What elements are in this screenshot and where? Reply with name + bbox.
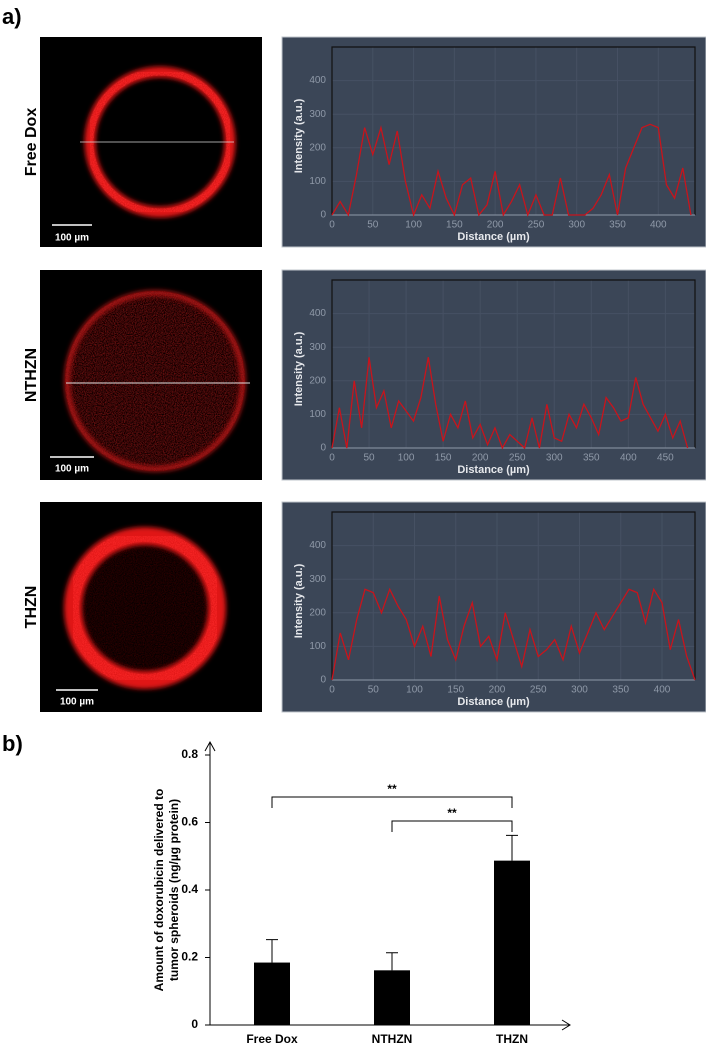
- y-tick-label: 400: [309, 308, 326, 319]
- y-tick-label: 0: [191, 1017, 198, 1031]
- x-tick-label: 100: [398, 453, 415, 464]
- x-tick-label: 200: [487, 220, 504, 231]
- x-tick-label: 150: [447, 685, 464, 696]
- x-tick-label: 50: [367, 220, 379, 231]
- x-tick-label: 350: [609, 220, 626, 231]
- y-tick-label: 200: [309, 607, 326, 618]
- plot-frame: [331, 46, 696, 215]
- y-tick-label: 400: [309, 540, 326, 551]
- significance-label: **: [387, 782, 397, 796]
- y-tick-label: 0.6: [181, 815, 198, 829]
- x-tick-label: 100: [405, 220, 422, 231]
- y-axis-arrow: [204, 740, 216, 752]
- x-tick-label: 350: [583, 453, 600, 464]
- x-tick-label: 250: [509, 453, 526, 464]
- error-bar: [266, 939, 278, 963]
- plot-panel: [281, 501, 706, 713]
- y-axis-title: Intensity (a.u.): [293, 331, 305, 406]
- y-tick-label: 0.2: [181, 950, 198, 964]
- x-tick-label: 200: [489, 685, 506, 696]
- x-tick-label: THZN: [496, 1032, 528, 1046]
- x-tick-label: 400: [620, 453, 637, 464]
- scale-bar-label: 100 µm: [60, 697, 94, 708]
- y-tick-label: 400: [309, 75, 326, 86]
- bar: [494, 860, 530, 1025]
- y-tick-label: 0: [320, 443, 326, 454]
- x-tick-label: 250: [528, 220, 545, 231]
- x-tick-label: 150: [446, 220, 463, 231]
- bar: [374, 970, 410, 1025]
- x-axis-title: Distance (µm): [457, 696, 530, 708]
- x-tick-label: 350: [612, 685, 629, 696]
- intensity-line: [331, 123, 692, 218]
- y-tick-label: 100: [309, 409, 326, 420]
- row-label: Free Dox: [23, 108, 40, 177]
- significance-label: **: [447, 806, 457, 820]
- micrograph: [40, 37, 262, 247]
- micrograph: [40, 502, 262, 712]
- x-axis-title: Distance (µm): [457, 231, 530, 243]
- x-tick-label: 50: [363, 453, 375, 464]
- significance-bracket: [391, 820, 513, 832]
- x-tick-label: 300: [568, 220, 585, 231]
- bar: [254, 962, 290, 1025]
- y-tick-label: 300: [309, 109, 326, 120]
- y-tick-label: 0.8: [181, 747, 198, 761]
- y-tick-label: 100: [309, 176, 326, 187]
- y-tick-label: 0: [320, 675, 326, 686]
- error-bar: [506, 834, 518, 861]
- x-axis-title: Distance (µm): [457, 464, 530, 476]
- intensity-line: [331, 357, 689, 450]
- x-tick-label: NTHZN: [372, 1032, 413, 1046]
- panel-label: b): [2, 731, 23, 756]
- error-bar: [386, 952, 398, 971]
- intensity-line: [331, 587, 696, 681]
- plot-panel: [281, 36, 706, 248]
- y-tick-label: 200: [309, 375, 326, 386]
- x-tick-label: 300: [571, 685, 588, 696]
- y-axis-title: Intensity (a.u.): [293, 98, 305, 173]
- scale-bar-label: 100 µm: [55, 464, 89, 475]
- row-label: THZN: [23, 586, 40, 629]
- y-axis-title: Amount of doxorubicin delivered to: [152, 789, 166, 992]
- y-tick-label: 300: [309, 574, 326, 585]
- panel-label: a): [2, 4, 22, 29]
- x-tick-label: 50: [368, 685, 380, 696]
- plot-panel: [281, 269, 706, 481]
- x-tick-label: 0: [329, 453, 335, 464]
- y-axis-title: Intensity (a.u.): [293, 563, 305, 638]
- x-tick-label: 300: [546, 453, 563, 464]
- x-tick-label: 0: [329, 685, 335, 696]
- x-tick-label: 250: [530, 685, 547, 696]
- y-tick-label: 0.4: [181, 882, 198, 896]
- y-tick-label: 100: [309, 641, 326, 652]
- x-tick-label: 0: [329, 220, 335, 231]
- x-tick-label: Free Dox: [246, 1032, 298, 1046]
- scale-bar-label: 100 µm: [55, 233, 89, 244]
- y-tick-label: 200: [309, 142, 326, 153]
- x-tick-label: 100: [406, 685, 423, 696]
- x-tick-label: 150: [435, 453, 452, 464]
- significance-bracket: [271, 796, 513, 808]
- x-axis-arrow: [561, 1019, 571, 1031]
- x-tick-label: 400: [650, 220, 667, 231]
- plot-frame: [331, 511, 696, 680]
- x-tick-label: 200: [472, 453, 489, 464]
- x-tick-label: 400: [654, 685, 671, 696]
- row-label: NTHZN: [23, 348, 40, 402]
- x-tick-label: 450: [657, 453, 674, 464]
- y-tick-label: 0: [320, 210, 326, 221]
- plot-frame: [331, 279, 696, 448]
- y-axis-title: tumor spheroids (ng/µg protein): [167, 799, 181, 981]
- micrograph: [40, 270, 262, 480]
- y-tick-label: 300: [309, 342, 326, 353]
